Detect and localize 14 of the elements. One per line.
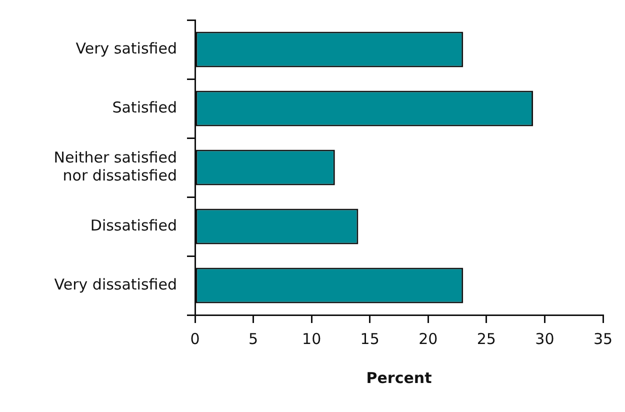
x-tick-label: 25 [476,330,496,348]
x-tick-label: 10 [302,330,322,348]
x-tick-label: 20 [418,330,438,348]
y-tick-label: Satisfied [112,98,177,116]
x-tick-label: 5 [248,330,258,348]
x-tick-label: 30 [535,330,554,348]
x-tick-label: 15 [360,330,380,348]
x-tick-label: 35 [593,330,613,348]
y-tick-label: Neither satisfied nor dissatisfied [54,148,177,184]
y-tick-label: Very dissatisfied [54,275,177,294]
y-tick-label: Dissatisfied [90,216,177,234]
y-tick-label: Very satisfied [76,39,177,58]
x-axis-title: Percent [366,368,432,387]
x-tick-label: 0 [190,330,200,348]
